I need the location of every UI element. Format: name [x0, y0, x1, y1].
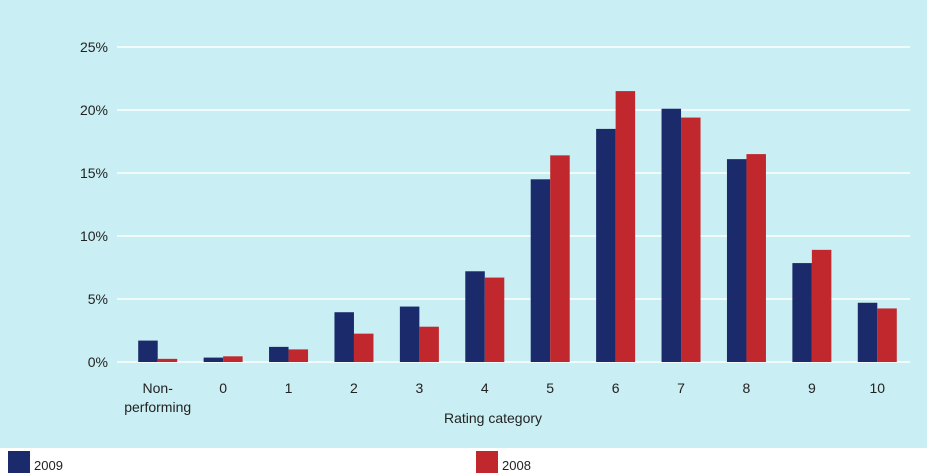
bar-2009-6 [530, 179, 551, 362]
x-tick-label: 7 [677, 380, 685, 396]
y-tick-label: 10% [80, 228, 108, 244]
legend-item-2008: 2008 [476, 451, 531, 473]
bar-2008-10 [811, 249, 832, 362]
legend-label-2009: 2009 [34, 458, 63, 473]
bar-2009-1 [203, 357, 224, 362]
x-tick-label: 2 [350, 380, 358, 396]
y-tick-label: 5% [88, 291, 108, 307]
bar-2008-4 [419, 326, 439, 362]
y-tick-label: 0% [88, 354, 108, 370]
x-tick-label: 9 [808, 380, 816, 396]
bar-2008-1 [223, 356, 243, 362]
x-tick-label: Non-performing [124, 380, 191, 415]
bar-2008-6 [550, 155, 570, 362]
x-tick-label: 4 [481, 380, 489, 396]
y-tick-label: 25% [80, 39, 108, 55]
bar-2008-7 [615, 91, 636, 362]
bar-2009-5 [465, 271, 485, 362]
x-tick-label: 5 [546, 380, 554, 396]
bar-2009-2 [269, 346, 289, 362]
y-tick-label: 15% [80, 165, 108, 181]
bar-2009-10 [792, 263, 812, 362]
x-tick-label: 3 [415, 380, 423, 396]
x-axis-title: Rating category [444, 410, 542, 426]
bar-2008-11 [877, 308, 897, 362]
x-tick-label: 0 [219, 380, 227, 396]
bar-2009-3 [334, 312, 354, 362]
bar-2008-5 [484, 277, 505, 362]
legend-swatch-2008 [476, 451, 498, 473]
bar-2008-2 [288, 349, 309, 362]
legend-item-2009: 2009 [8, 451, 63, 473]
x-tick-label: 10 [870, 380, 886, 396]
bar-2009-8 [661, 108, 682, 363]
bar-2009-9 [726, 159, 747, 362]
bar-chart: 0% 5% 10% 15% 20% 25% Non-performing 0 1 2 3 4 5 6 7 8 9… [80, 39, 910, 426]
x-tick-label: 1 [285, 380, 293, 396]
x-tick-label: 6 [612, 380, 620, 396]
bar-2009-4 [399, 306, 420, 362]
x-tick-label: 8 [743, 380, 751, 396]
bar-2009-0 [138, 340, 158, 362]
bar-2009-7 [596, 128, 616, 362]
legend-label-2008: 2008 [502, 458, 531, 473]
bar-2008-0 [157, 358, 178, 362]
bar-2008-8 [681, 117, 701, 362]
chart-panel: 0% 5% 10% 15% 20% 25% Non-performing 0 1 2 3 4 5 6 7 8 9… [0, 0, 927, 448]
bar-2008-3 [353, 333, 374, 362]
bar-2008-9 [746, 154, 766, 362]
bar-2009-11 [857, 302, 878, 362]
legend-swatch-2009 [8, 451, 30, 473]
y-tick-label: 20% [80, 102, 108, 118]
